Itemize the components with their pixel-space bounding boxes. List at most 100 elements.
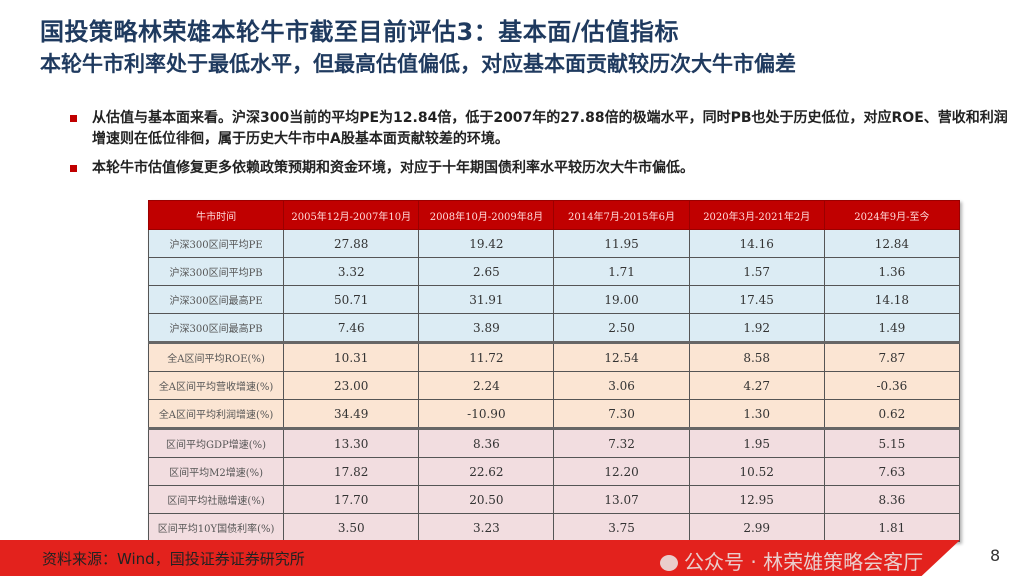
table-cell: 14.18 — [823, 285, 961, 314]
row-label: 全A区间平均利润增速(%) — [147, 399, 285, 429]
table-cell: 22.62 — [418, 457, 555, 486]
table-cell: 1.36 — [823, 257, 961, 286]
table-row: 全A区间平均利润增速(%) 34.49 -10.90 7.30 1.30 0.62 — [147, 399, 961, 429]
table-cell: 11.95 — [553, 229, 690, 258]
watermark: 公众号 · 林荣雄策略会客厅 — [660, 546, 923, 575]
footer-band — [0, 540, 960, 576]
table-row: 区间平均GDP增速(%) 13.30 8.36 7.32 1.95 5.15 — [147, 427, 961, 458]
source-note: 资料来源：Wind，国投证券证券研究所 — [42, 550, 305, 568]
table-cell: 1.49 — [823, 313, 961, 343]
table-cell: -0.36 — [823, 371, 961, 400]
table-row: 沪深300区间平均PB 3.32 2.65 1.71 1.57 1.36 — [147, 257, 961, 286]
row-label: 沪深300区间平均PE — [147, 229, 285, 258]
table-cell: 10.31 — [283, 341, 420, 372]
table-cell: 0.62 — [823, 399, 961, 429]
table-cell: 23.00 — [283, 371, 420, 400]
table-cell: 8.58 — [688, 341, 825, 372]
row-label: 沪深300区间最高PE — [147, 285, 285, 314]
row-label: 区间平均GDP增速(%) — [147, 427, 285, 458]
table-cell: 2.99 — [688, 513, 825, 542]
table-cell: 7.46 — [283, 313, 420, 343]
table-cell: 10.52 — [688, 457, 825, 486]
page-subtitle: 本轮牛市利率处于最低水平，但最高估值偏低，对应基本面贡献较历次大牛市偏差 — [40, 52, 796, 76]
table-cell: 3.75 — [553, 513, 690, 542]
table-cell: 31.91 — [418, 285, 555, 314]
column-header: 2020年3月-2021年2月 — [688, 200, 825, 230]
row-label: 区间平均10Y国债利率(%) — [147, 513, 285, 542]
table-cell: 8.36 — [418, 427, 555, 458]
table-cell: 13.07 — [553, 485, 690, 514]
table-cell: 8.36 — [823, 485, 961, 514]
page-number: 8 — [990, 546, 1001, 565]
table-cell: 7.63 — [823, 457, 961, 486]
table-row: 沪深300区间最高PB 7.46 3.89 2.50 1.92 1.49 — [147, 313, 961, 343]
table-cell: 17.82 — [283, 457, 420, 486]
table-cell: 2.24 — [418, 371, 555, 400]
row-label: 全A区间平均营收增速(%) — [147, 371, 285, 400]
table-row: 区间平均M2增速(%) 17.82 22.62 12.20 10.52 7.63 — [147, 457, 961, 486]
table-cell: 2.65 — [418, 257, 555, 286]
table-cell: 7.32 — [553, 427, 690, 458]
bullet-text: 本轮牛市估值修复更多依赖政策预期和资金环境，对应于十年期国债利率水平较历次大牛市… — [92, 160, 694, 176]
column-header: 牛市时间 — [147, 200, 285, 230]
table-cell: 1.57 — [688, 257, 825, 286]
table-cell: 2.50 — [553, 313, 690, 343]
row-label: 全A区间平均ROE(%) — [147, 341, 285, 372]
table-row: 全A区间平均ROE(%) 10.31 11.72 12.54 8.58 7.87 — [147, 341, 961, 372]
table-cell: 3.23 — [418, 513, 555, 542]
table-cell: 19.42 — [418, 229, 555, 258]
table-cell: 14.16 — [688, 229, 825, 258]
table-row: 沪深300区间平均PE 27.88 19.42 11.95 14.16 12.84 — [147, 229, 961, 258]
page-title: 国投策略林荣雄本轮牛市截至目前评估3：基本面/估值指标 — [40, 18, 679, 46]
table-header-row: 牛市时间 2005年12月-2007年10月 2008年10月-2009年8月 201… — [147, 200, 961, 230]
row-label: 沪深300区间最高PB — [147, 313, 285, 343]
table-cell: 3.89 — [418, 313, 555, 343]
table-cell: 27.88 — [283, 229, 420, 258]
wechat-icon — [660, 555, 678, 571]
table-cell: 1.30 — [688, 399, 825, 429]
watermark-text: 公众号 · 林荣雄策略会客厅 — [684, 550, 924, 574]
table-cell: 12.95 — [688, 485, 825, 514]
table-cell: 1.92 — [688, 313, 825, 343]
table-cell: 17.45 — [688, 285, 825, 314]
table-cell: 3.50 — [283, 513, 420, 542]
table-cell: 19.00 — [553, 285, 690, 314]
table-cell: 3.32 — [283, 257, 420, 286]
table-row: 全A区间平均营收增速(%) 23.00 2.24 3.06 4.27 -0.36 — [147, 371, 961, 400]
table-row: 区间平均社融增速(%) 17.70 20.50 13.07 12.95 8.36 — [147, 485, 961, 514]
row-label: 区间平均社融增速(%) — [147, 485, 285, 514]
table-cell: 50.71 — [283, 285, 420, 314]
table-row: 沪深300区间最高PE 50.71 31.91 19.00 17.45 14.18 — [147, 285, 961, 314]
square-bullet-icon — [70, 165, 77, 172]
table-cell: 1.71 — [553, 257, 690, 286]
table-cell: 12.20 — [553, 457, 690, 486]
table-cell: 1.81 — [823, 513, 961, 542]
column-header: 2014年7月-2015年6月 — [553, 200, 690, 230]
table-cell: 20.50 — [418, 485, 555, 514]
table-cell: 13.30 — [283, 427, 420, 458]
table-cell: 3.06 — [553, 371, 690, 400]
column-header: 2005年12月-2007年10月 — [283, 200, 420, 230]
table-cell: 7.87 — [823, 341, 961, 372]
table-cell: 5.15 — [823, 427, 961, 458]
table-cell: 34.49 — [283, 399, 420, 429]
column-header: 2024年9月-至今 — [823, 200, 961, 230]
table-cell: 12.54 — [553, 341, 690, 372]
table-cell: 1.95 — [688, 427, 825, 458]
bull-market-table: 牛市时间 2005年12月-2007年10月 2008年10月-2009年8月 201… — [147, 200, 961, 542]
bullet-list: 从估值与基本面来看。沪深300当前的平均PE为12.84倍，低于2007年的27… — [70, 108, 1010, 187]
bullet-item: 从估值与基本面来看。沪深300当前的平均PE为12.84倍，低于2007年的27… — [70, 108, 1010, 150]
row-label: 区间平均M2增速(%) — [147, 457, 285, 486]
row-label: 沪深300区间平均PB — [147, 257, 285, 286]
table-cell: -10.90 — [418, 399, 555, 429]
table-cell: 17.70 — [283, 485, 420, 514]
bullet-item: 本轮牛市估值修复更多依赖政策预期和资金环境，对应于十年期国债利率水平较历次大牛市… — [70, 158, 1010, 179]
column-header: 2008年10月-2009年8月 — [418, 200, 555, 230]
table-row: 区间平均10Y国债利率(%) 3.50 3.23 3.75 2.99 1.81 — [147, 513, 961, 542]
square-bullet-icon — [70, 115, 77, 122]
table-cell: 11.72 — [418, 341, 555, 372]
table-cell: 12.84 — [823, 229, 961, 258]
table-cell: 7.30 — [553, 399, 690, 429]
table-cell: 4.27 — [688, 371, 825, 400]
bullet-text: 从估值与基本面来看。沪深300当前的平均PE为12.84倍，低于2007年的27… — [92, 110, 1008, 147]
